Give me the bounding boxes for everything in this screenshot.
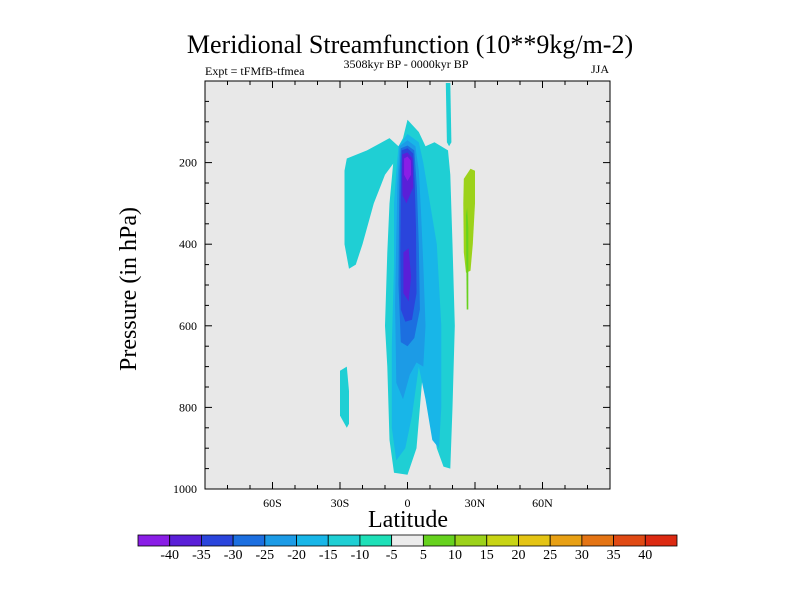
colorbar-box	[644, 534, 678, 547]
colorbar-box	[391, 534, 424, 547]
colorbar-label: 35	[607, 548, 621, 563]
colorbar-box	[327, 534, 361, 547]
x-tick-label: 60N	[532, 496, 553, 510]
colorbar-box	[264, 534, 297, 547]
x-axis-title: Latitude	[368, 507, 448, 533]
y-tick-label: 1000	[173, 482, 197, 496]
colorbar-label: -15	[319, 548, 338, 563]
colorbar-box	[486, 534, 519, 547]
contour-region-neg-10-west-upper	[344, 138, 403, 269]
colorbar-box	[518, 534, 551, 547]
colorbar-box	[581, 534, 614, 547]
colorbar-label: 30	[575, 548, 589, 563]
colorbar-label: 40	[638, 548, 652, 563]
colorbar-label: 20	[511, 548, 525, 563]
x-tick-label: 30N	[465, 496, 486, 510]
colorbar-box	[169, 534, 202, 547]
axes: 200 400 600 800 1000 60S 30S 0 30N 60N	[173, 80, 611, 510]
colorbar: -40 -35 -30 -25 -20 -15 -10 -5 5 10 15 20 25 30 35 40	[137, 534, 678, 563]
contour-region-pos-5-east-sliver	[466, 207, 469, 310]
colorbar-label: -10	[351, 548, 370, 563]
colorbar-label: -35	[192, 548, 211, 563]
colorbar-box	[549, 534, 583, 547]
colorbar-label: 10	[448, 548, 462, 563]
x-tick-label: 60S	[263, 496, 282, 510]
y-tick-label: 400	[179, 237, 197, 251]
colorbar-label: -25	[255, 548, 274, 563]
x-tick-label: 30S	[331, 496, 350, 510]
colorbar-label: 15	[480, 548, 494, 563]
colorbar-box	[359, 534, 393, 547]
colorbar-label: -5	[386, 548, 398, 563]
contour-region-neg-35-lower	[403, 248, 412, 302]
colorbar-box	[137, 534, 171, 547]
colorbar-box	[454, 534, 488, 547]
plot-area	[205, 81, 610, 489]
colorbar-box	[232, 534, 266, 547]
colorbar-label: -40	[160, 548, 179, 563]
colorbar-label: -20	[287, 548, 306, 563]
season-label: JJA	[591, 62, 609, 76]
colorbar-label: -30	[224, 548, 243, 563]
contour-region-neg-40-core	[404, 156, 412, 181]
contour-region-neg-10-narrow-strip	[445, 83, 452, 147]
y-axis-title: Pressure (in hPa)	[116, 207, 142, 371]
time-range-label: 3508kyr BP - 0000kyr BP	[344, 57, 469, 71]
colorbar-label: 5	[420, 548, 427, 563]
y-tick-label: 800	[179, 400, 197, 414]
contour-region-pos-10-green	[463, 168, 475, 273]
colorbar-box	[422, 534, 456, 547]
contour-region-neg-10-south-blob	[340, 366, 349, 428]
experiment-label: Expt = tFMfB-tfmea	[205, 64, 305, 78]
colorbar-box	[613, 534, 646, 547]
y-tick-label: 600	[179, 319, 197, 333]
colorbar-label: 25	[543, 548, 557, 563]
colorbar-box	[201, 534, 234, 547]
colorbar-box	[296, 534, 329, 547]
y-tick-label: 200	[179, 156, 197, 170]
chart-title: Meridional Streamfunction (10**9kg/m-2)	[187, 30, 633, 59]
x-tick-label: 0	[405, 496, 411, 510]
